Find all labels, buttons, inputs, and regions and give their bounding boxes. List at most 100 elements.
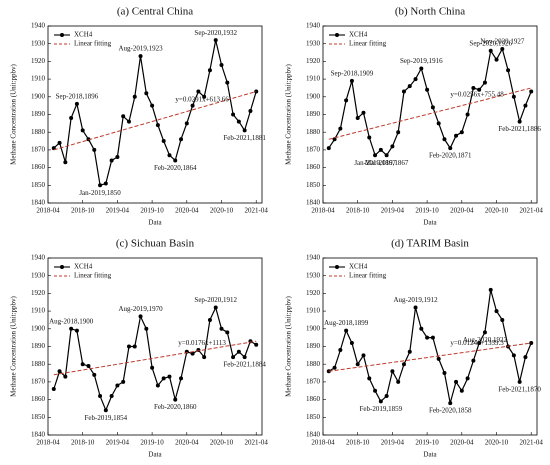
- data-point: [242, 128, 247, 133]
- fit-line: [328, 342, 532, 372]
- plot-frame: [322, 25, 538, 204]
- data-point: [384, 394, 389, 399]
- data-point: [367, 376, 372, 381]
- data-point: [326, 146, 331, 151]
- annotation: Aug-2019,1970: [118, 305, 163, 313]
- annotation: Feb-2020,1860: [154, 403, 197, 411]
- x-tick-label: 2019-04: [381, 439, 405, 447]
- data-point: [74, 101, 79, 106]
- data-point: [378, 399, 383, 404]
- data-point: [184, 121, 189, 126]
- y-tick-label: 1870: [306, 146, 321, 154]
- data-point: [396, 379, 401, 384]
- data-point: [190, 103, 195, 108]
- y-tick-label: 1870: [306, 378, 321, 386]
- data-point: [138, 314, 143, 319]
- x-tick-label: 2021-04: [245, 439, 269, 447]
- annotation: Sep-2020,1912: [194, 296, 237, 304]
- legend-label: Linear fitting: [74, 272, 112, 280]
- x-tick-label: 2019-10: [415, 207, 439, 215]
- data-point: [202, 94, 207, 99]
- data-point: [373, 153, 378, 158]
- data-point: [523, 103, 528, 108]
- y-tick-label: 1860: [306, 395, 321, 403]
- data-point: [373, 388, 378, 393]
- data-point: [167, 374, 172, 379]
- legend-marker: [60, 265, 64, 269]
- y-tick-label: 1940: [306, 254, 321, 262]
- y-tick-label: 1850: [31, 413, 46, 421]
- data-point: [115, 154, 120, 159]
- annotation: Feb-2020,1858: [429, 407, 472, 415]
- data-point: [378, 147, 383, 152]
- y-tick-label: 1920: [31, 289, 46, 297]
- panel-title: (c) Sichuan Basin: [116, 238, 195, 250]
- y-tick-label: 1890: [31, 342, 46, 350]
- data-point: [482, 80, 487, 85]
- y-tick-label: 1930: [306, 271, 321, 279]
- data-point: [179, 137, 184, 142]
- data-point: [121, 114, 126, 119]
- data-point: [407, 84, 412, 89]
- y-tick-label: 1870: [31, 378, 46, 386]
- legend-marker: [335, 265, 339, 269]
- y-tick-label: 1900: [31, 92, 46, 100]
- data-point: [517, 379, 522, 384]
- legend-label: XCH4: [74, 31, 93, 39]
- data-point: [132, 344, 137, 349]
- data-point: [355, 362, 360, 367]
- data-point: [236, 349, 241, 354]
- x-tick-label: 2021-04: [245, 207, 269, 215]
- data-point: [407, 349, 412, 354]
- legend-marker: [335, 33, 339, 37]
- annotation: Feb-2021,1881: [223, 134, 266, 142]
- data-point: [361, 110, 366, 115]
- annotation: Feb-2020,1871: [429, 152, 472, 160]
- y-tick-label: 1920: [306, 57, 321, 65]
- data-point: [436, 121, 441, 126]
- y-tick-label: 1910: [31, 75, 46, 83]
- legend-label: XCH4: [74, 263, 93, 271]
- data-point: [126, 119, 131, 124]
- annotation: Feb-2020,1864: [154, 164, 197, 172]
- data-point: [390, 144, 395, 149]
- data-point: [529, 89, 534, 94]
- data-point: [401, 362, 406, 367]
- data-point: [332, 137, 337, 142]
- legend-marker: [60, 33, 64, 37]
- x-tick-label: 2018-04: [311, 207, 335, 215]
- data-point: [326, 369, 331, 374]
- x-tick-label: 2018-04: [36, 207, 60, 215]
- x-tick-label: 2018-10: [346, 207, 370, 215]
- x-axis-label: Data: [423, 219, 437, 227]
- data-point: [459, 388, 464, 393]
- data-point: [500, 317, 505, 322]
- y-tick-label: 1860: [31, 163, 46, 171]
- data-point: [51, 386, 56, 391]
- data-point: [242, 355, 247, 360]
- data-point: [80, 362, 85, 367]
- annotation: Aug-2018,1900: [49, 317, 94, 325]
- data-point: [448, 146, 453, 151]
- x-axis-label: Data: [148, 451, 162, 459]
- data-point: [419, 66, 424, 71]
- data-point: [132, 94, 137, 99]
- x-tick-label: 2019-04: [381, 207, 405, 215]
- data-point: [349, 78, 354, 83]
- data-point: [425, 87, 430, 92]
- data-point: [207, 68, 212, 73]
- y-tick-label: 1880: [306, 128, 321, 136]
- data-point: [344, 328, 349, 333]
- y-tick-label: 1930: [31, 39, 46, 47]
- legend-label: Linear fitting: [349, 272, 387, 280]
- y-tick-label: 1900: [306, 92, 321, 100]
- x-tick-label: 2019-10: [415, 439, 439, 447]
- y-tick-label: 1840: [306, 199, 321, 207]
- data-point: [349, 340, 354, 345]
- data-point: [109, 158, 114, 163]
- data-point: [523, 355, 528, 360]
- y-tick-label: 1840: [31, 431, 46, 439]
- data-point: [231, 112, 236, 117]
- x-tick-label: 2018-04: [36, 439, 60, 447]
